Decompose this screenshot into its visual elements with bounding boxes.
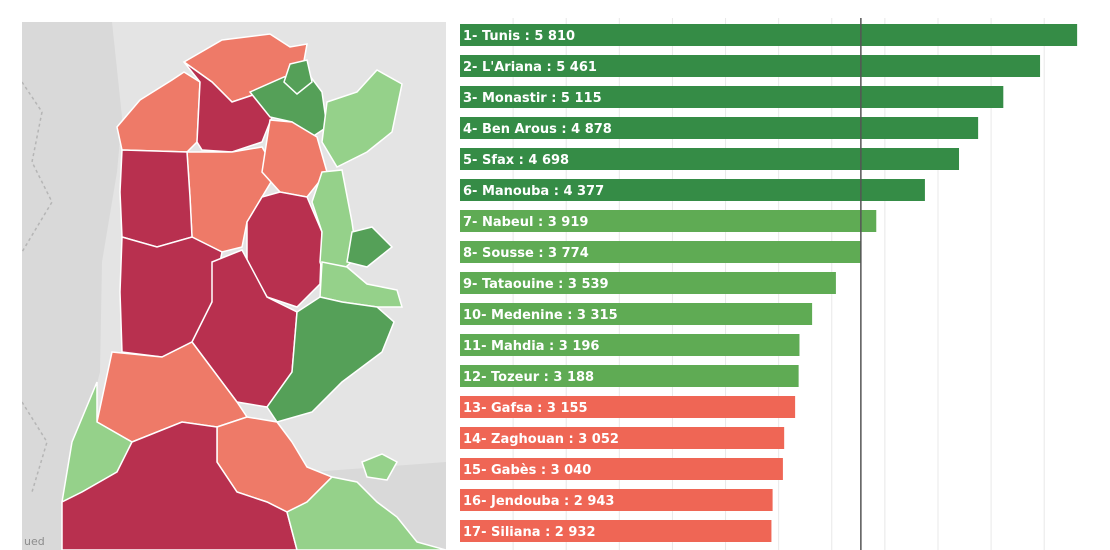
bar-mahdia[interactable] xyxy=(460,334,800,356)
border-line xyxy=(22,81,53,493)
chart-svg: 1- Tunis : 5 810 2- L'Ariana : 5 461 3- Mo… xyxy=(460,18,1078,550)
bar-label: 17- Siliana : 2 932 xyxy=(463,525,596,540)
bar-zaghouan[interactable] xyxy=(460,427,785,449)
bar-gafsa[interactable] xyxy=(460,396,796,418)
bar-manouba[interactable] xyxy=(460,179,925,201)
bar-label: 6- Manouba : 4 377 xyxy=(463,184,604,199)
map-svg xyxy=(22,22,446,550)
region-jendouba[interactable] xyxy=(116,71,201,153)
bar-tozeur[interactable] xyxy=(460,365,799,387)
bar-label: 5- Sfax : 4 698 xyxy=(463,153,569,168)
bar-label: 7- Nabeul : 3 919 xyxy=(463,215,588,230)
bar-medenine[interactable] xyxy=(460,303,813,325)
region-kebili[interactable] xyxy=(61,421,298,550)
bar-gab-s[interactable] xyxy=(460,458,783,480)
bar-tunis[interactable] xyxy=(460,24,1078,46)
bar-label: 1- Tunis : 5 810 xyxy=(463,29,575,44)
bar-label: 16- Jendouba : 2 943 xyxy=(463,494,614,509)
bar-monastir[interactable] xyxy=(460,86,1004,108)
bar-siliana[interactable] xyxy=(460,520,772,542)
bar-label: 10- Medenine : 3 315 xyxy=(463,308,618,323)
bar-label: 12- Tozeur : 3 188 xyxy=(463,370,594,385)
bar-labels: 1- Tunis : 5 810 2- L'Ariana : 5 461 3- Mo… xyxy=(463,29,619,540)
bar-label: 2- L'Ariana : 5 461 xyxy=(463,60,597,75)
bar-chart: 1- Tunis : 5 810 2- L'Ariana : 5 461 3- Mo… xyxy=(448,0,1110,550)
region-zaghouan[interactable] xyxy=(261,119,328,198)
bar-label: 11- Mahdia : 3 196 xyxy=(463,339,599,354)
bar-label: 13- Gafsa : 3 155 xyxy=(463,401,588,416)
bar-label: 14- Zaghouan : 3 052 xyxy=(463,432,619,447)
bar-l-ariana[interactable] xyxy=(460,55,1041,77)
region-monastir[interactable] xyxy=(346,226,394,268)
region-nabeul[interactable] xyxy=(321,69,403,168)
bar-label: 3- Monastir : 5 115 xyxy=(463,91,602,106)
bar-label: 4- Ben Arous : 4 878 xyxy=(463,122,612,137)
region-map[interactable]: ued xyxy=(22,22,446,550)
bar-label: 8- Sousse : 3 774 xyxy=(463,246,589,261)
region-medenine[interactable] xyxy=(286,476,446,550)
region-kef[interactable] xyxy=(119,149,193,248)
bar-tataouine[interactable] xyxy=(460,272,836,294)
bar-jendouba[interactable] xyxy=(460,489,773,511)
region-beja[interactable] xyxy=(183,61,273,153)
bars xyxy=(460,24,1078,542)
map-credit-text: ued xyxy=(24,535,45,548)
bar-sfax[interactable] xyxy=(460,148,960,170)
bar-label: 15- Gabès : 3 040 xyxy=(463,463,591,478)
neighbor-land xyxy=(22,22,122,550)
bar-label: 9- Tataouine : 3 539 xyxy=(463,277,609,292)
djerba-island[interactable] xyxy=(361,453,399,481)
bar-nabeul[interactable] xyxy=(460,210,877,232)
bar-sousse[interactable] xyxy=(460,241,861,263)
region-sfax[interactable] xyxy=(266,296,395,423)
region-ariana[interactable] xyxy=(283,59,313,95)
bar-ben-arous[interactable] xyxy=(460,117,979,139)
